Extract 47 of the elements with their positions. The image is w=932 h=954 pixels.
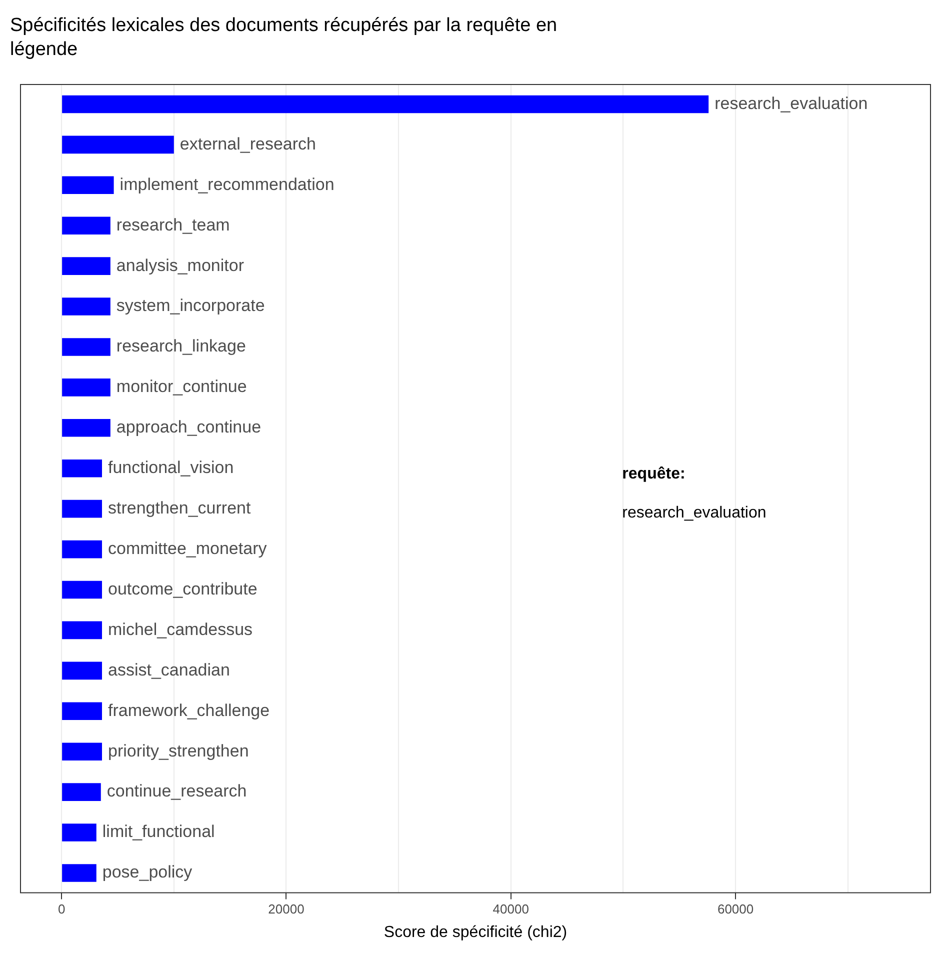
bar: [62, 783, 101, 801]
y-tick-label: external_research: [180, 134, 316, 154]
bar: [62, 702, 102, 720]
bar: [62, 459, 102, 478]
y-tick-label: research_team: [116, 215, 230, 234]
y-tick-label: approach_continue: [116, 418, 262, 437]
y-tick-label: michel_camdessus: [108, 620, 253, 639]
x-tick-label: 20000: [268, 902, 304, 917]
y-tick-label: outcome_contribute: [108, 579, 258, 598]
x-tick-label: 40000: [492, 902, 529, 917]
bar: [62, 621, 102, 640]
y-tick-label: system_incorporate: [116, 296, 265, 316]
x-tick-label: 60000: [717, 902, 754, 917]
y-tick-label: strengthen_current: [108, 498, 251, 518]
bar: [62, 257, 110, 275]
bar: [62, 824, 96, 842]
bar: [62, 662, 102, 680]
bar: [62, 95, 709, 114]
y-tick-label: pose_policy: [102, 862, 193, 882]
bar: [62, 864, 96, 882]
y-tick-label: analysis_monitor: [116, 256, 244, 275]
annotation: research_evaluation: [622, 504, 766, 522]
bar: [62, 216, 110, 235]
y-tick-label: framework_challenge: [108, 700, 270, 720]
x-axis-title: Score de spécificité (chi2): [384, 924, 568, 941]
bar: [62, 500, 102, 518]
x-tick-label: 0: [58, 902, 66, 917]
bar: [62, 580, 102, 599]
y-tick-label: committee_monetary: [108, 538, 268, 558]
bar: [62, 136, 174, 154]
y-tick-label: assist_canadian: [108, 660, 230, 680]
y-tick-label: functional_vision: [108, 458, 234, 478]
y-tick-label: priority_strengthen: [108, 741, 249, 760]
chart-title: Spécificités lexicales des documents récupérés par la requête en légende: [10, 14, 558, 62]
bar: [62, 540, 102, 558]
y-tick-label: implement_recommendation: [120, 174, 334, 194]
bar: [62, 298, 110, 316]
y-tick-label: monitor_continue: [116, 377, 247, 396]
bar: [62, 419, 110, 437]
annotation: requête:: [622, 465, 686, 482]
y-tick-label: continue_research: [106, 782, 247, 801]
bar: [62, 338, 110, 356]
y-tick-label: limit_functional: [102, 822, 215, 842]
bar: [62, 378, 110, 396]
bar: [62, 176, 114, 194]
y-tick-label: research_linkage: [116, 336, 246, 356]
bar: [62, 742, 102, 760]
